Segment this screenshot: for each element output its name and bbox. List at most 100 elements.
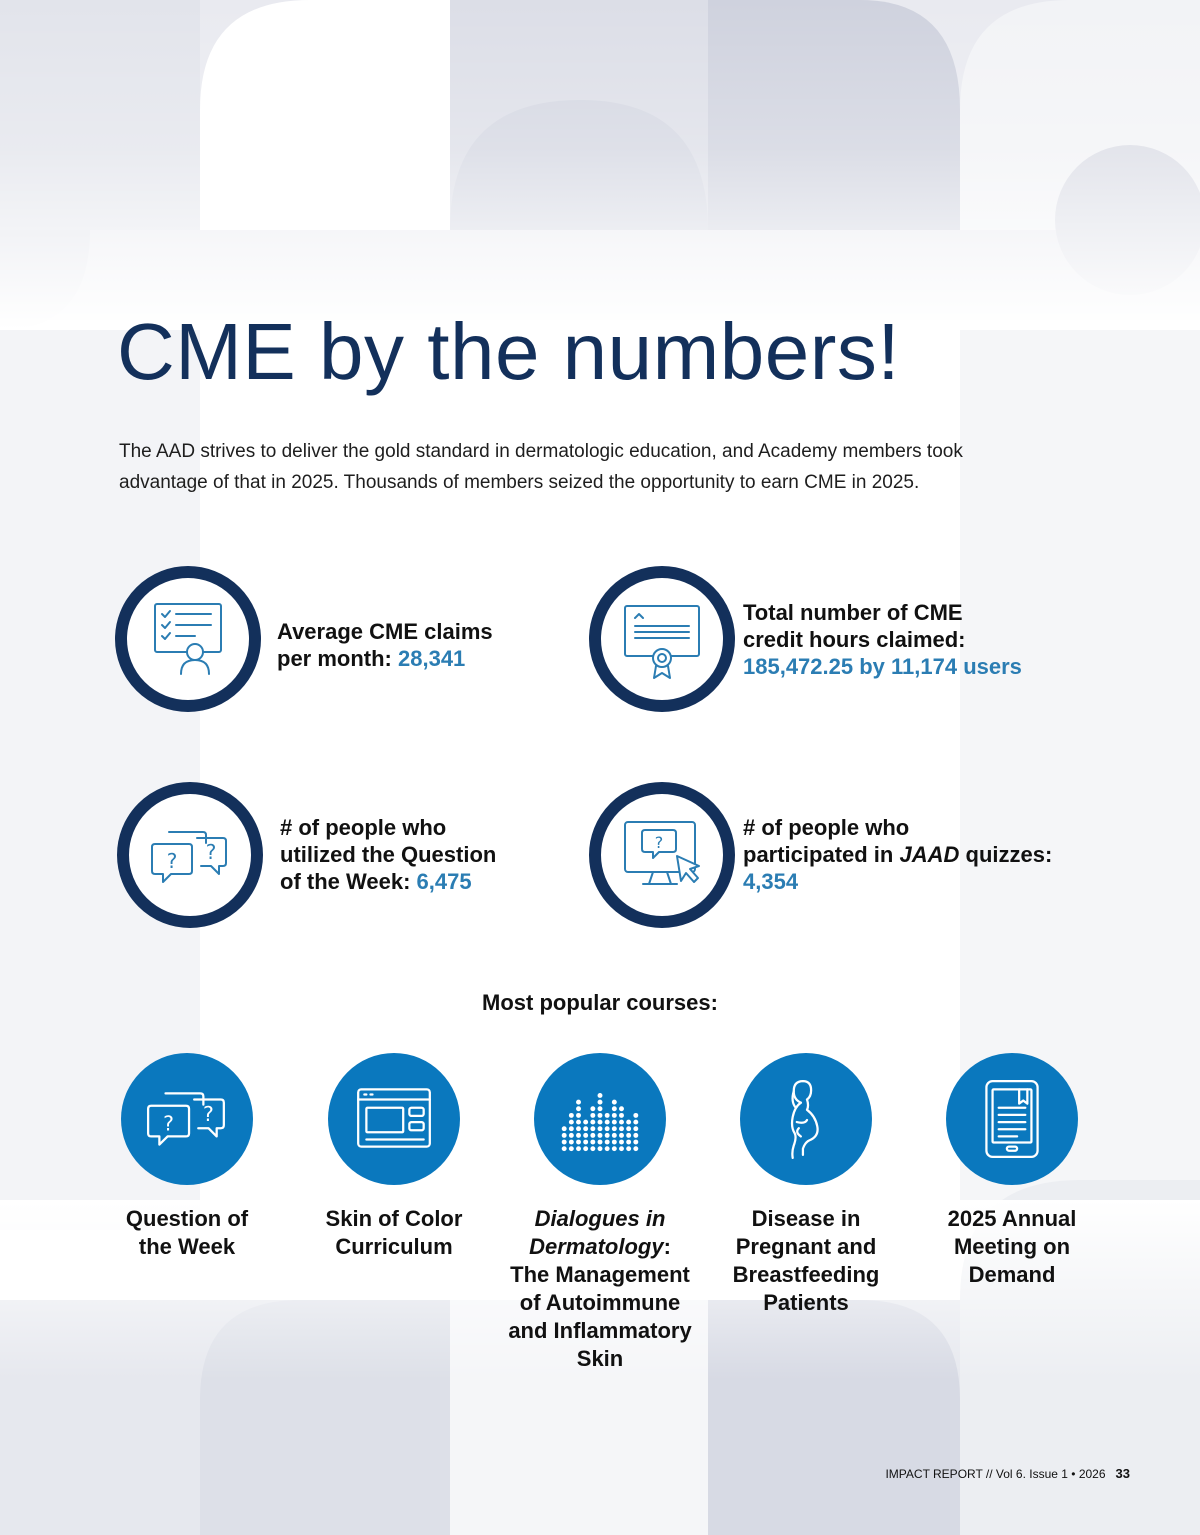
icon-dot — [590, 1146, 596, 1152]
intro-paragraph: The AAD strives to deliver the gold stan… — [119, 436, 1079, 498]
course-label: Skin of Color Curriculum — [294, 1205, 494, 1261]
icon-dot — [597, 1112, 603, 1118]
icon-dot — [619, 1132, 624, 1138]
course-label-line: Curriculum — [335, 1234, 453, 1259]
icon-dot — [611, 1139, 617, 1145]
stat-question-of-week: # of people who utilized the Question of… — [280, 814, 496, 895]
icon-dot — [626, 1126, 632, 1132]
icon-dot — [626, 1132, 632, 1138]
icon-dot — [568, 1146, 574, 1152]
icon-dot — [576, 1146, 581, 1152]
stat-value: 4,354 — [743, 869, 799, 894]
course-label-line: of Autoimmune — [519, 1290, 681, 1315]
course-label: Disease in Pregnant and Breastfeeding Pa… — [706, 1205, 906, 1317]
certificate-icon — [624, 605, 700, 679]
icon-dot — [568, 1126, 574, 1132]
course-dialogues-in-dermatology: Dialogues in Dermatology: The Management… — [500, 1053, 700, 1373]
icon-dot — [604, 1126, 610, 1132]
icon-dot — [576, 1132, 581, 1138]
stat-label: quizzes: — [959, 842, 1053, 867]
icon-dot — [633, 1139, 639, 1145]
course-label-line: Skin of Color — [325, 1206, 463, 1231]
icon-dot — [611, 1126, 617, 1132]
icon-dot — [597, 1106, 603, 1112]
icon-dot — [568, 1132, 574, 1138]
icon-dot — [568, 1139, 574, 1145]
icon-dot — [583, 1132, 589, 1138]
question-mark-glyph: ? — [206, 840, 217, 864]
course-label-line: Demand — [968, 1262, 1056, 1287]
course-icon-circle — [534, 1053, 666, 1185]
course-label-line: Question of — [125, 1206, 249, 1231]
stat-label: participated in — [743, 842, 900, 867]
course-icon-circle — [946, 1053, 1078, 1185]
page-footer: IMPACT REPORT // Vol 6. Issue 1 • 2026 33 — [885, 1466, 1130, 1481]
icon-dot — [576, 1139, 581, 1145]
icon-dot — [611, 1119, 617, 1125]
stat-value: 28,341 — [398, 646, 466, 671]
icon-dot — [590, 1139, 596, 1145]
icon-dot — [619, 1112, 624, 1118]
stat-average-claims: Average CME claims per month: 28,341 — [277, 618, 493, 672]
checklist-person-icon — [154, 603, 222, 675]
stat-ring-average-claims — [115, 566, 261, 712]
icon-dot — [604, 1119, 610, 1125]
icon-dot — [619, 1126, 624, 1132]
course-label-line: Dialogues in — [534, 1206, 666, 1231]
icon-dot — [611, 1132, 617, 1138]
course-disease-in-pregnant: Disease in Pregnant and Breastfeeding Pa… — [706, 1053, 906, 1317]
question-mark-glyph: ? — [167, 849, 178, 873]
icon-dot — [576, 1112, 581, 1118]
course-label-line: Patients — [763, 1290, 849, 1315]
course-label-line: and Inflammatory — [508, 1318, 692, 1343]
course-icon-circle: ? ? — [121, 1053, 253, 1185]
course-label: Question of the Week — [87, 1205, 287, 1261]
icon-dot — [633, 1126, 639, 1132]
icon-dot — [597, 1093, 603, 1098]
course-label: Dialogues in Dermatology: The Management… — [500, 1205, 700, 1373]
icon-dot — [626, 1139, 632, 1145]
icon-dot — [597, 1126, 603, 1132]
icon-dot — [626, 1146, 632, 1152]
course-skin-of-color: Skin of Color Curriculum — [294, 1053, 494, 1261]
course-icon-circle — [740, 1053, 872, 1185]
course-label-line: Dermatology — [529, 1234, 664, 1259]
icon-dot — [597, 1119, 603, 1125]
icon-dot — [633, 1112, 639, 1118]
icon-dot — [611, 1112, 617, 1118]
icon-dot — [561, 1126, 567, 1132]
icon-dot — [590, 1106, 596, 1112]
stat-value: 6,475 — [416, 869, 472, 894]
course-label-colon: : — [663, 1234, 671, 1259]
course-label-line: The Management — [510, 1262, 690, 1287]
course-label-line: 2025 Annual — [947, 1206, 1077, 1231]
icon-dot — [583, 1139, 589, 1145]
chat-bubbles-question-icon: ? ? — [146, 1092, 225, 1146]
course-label-line: Breastfeeding — [732, 1262, 880, 1287]
icon-dot — [583, 1146, 589, 1152]
intro-line-1: The AAD strives to deliver the gold stan… — [119, 441, 963, 462]
course-label-line: Disease in — [751, 1206, 861, 1231]
stat-ring-jaad-quizzes: ? — [589, 782, 735, 928]
monitor-question-cursor-icon: ? — [624, 821, 700, 885]
stat-label: of the Week: — [280, 869, 417, 894]
course-label-line: the Week — [138, 1234, 236, 1259]
stat-label: # of people who — [743, 815, 910, 840]
stat-label: Average CME claims — [277, 619, 493, 644]
icon-dot — [583, 1126, 589, 1132]
icon-dot — [604, 1139, 610, 1145]
icon-dot — [576, 1126, 581, 1132]
icon-dot — [576, 1106, 581, 1112]
question-mark-glyph: ? — [655, 833, 664, 852]
icon-dot — [568, 1119, 574, 1125]
icon-dot — [619, 1146, 624, 1152]
course-label-line: Meeting on — [953, 1234, 1071, 1259]
stat-credit-hours: Total number of CME credit hours claimed… — [743, 599, 1022, 680]
icon-dot — [561, 1139, 567, 1145]
stat-label: Total number of CME — [743, 600, 963, 625]
icon-dot — [619, 1106, 624, 1112]
icon-dot — [619, 1139, 624, 1145]
page-title: CME by the numbers! — [117, 307, 901, 396]
dot-matrix-bars-icon — [561, 1093, 639, 1152]
icon-dot — [576, 1099, 581, 1105]
